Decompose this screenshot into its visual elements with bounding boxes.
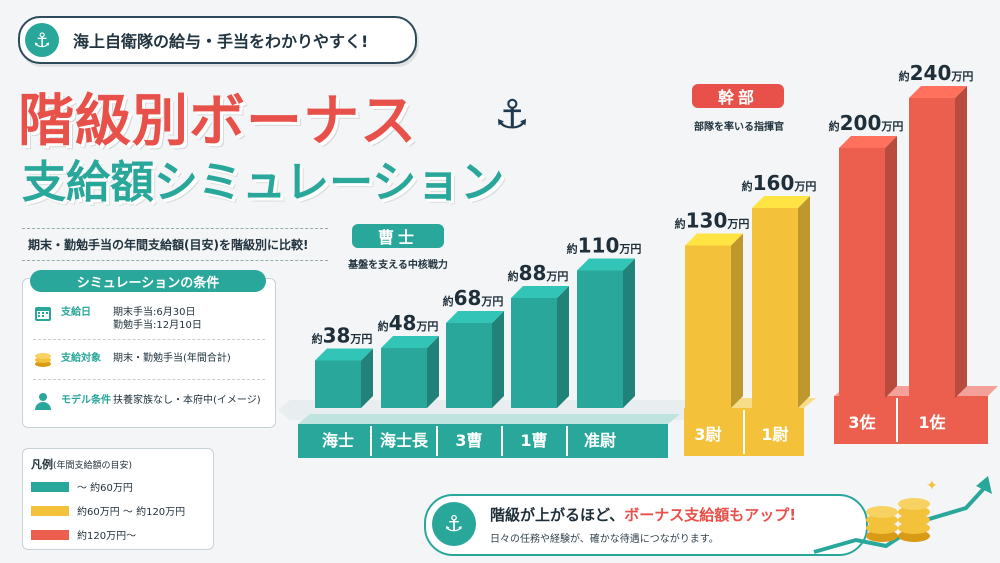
tick-label: 1佐 — [918, 413, 945, 432]
data-label: 約88万円 — [508, 261, 569, 285]
bar-top — [577, 258, 635, 271]
bar-海士 — [315, 360, 361, 408]
condition-value: 期末・勤勉手当(年間合計) — [113, 353, 231, 364]
condition-row-target: 支給対象 期末・勤勉手当(年間合計) — [33, 349, 271, 369]
tagline-pill: ⚓ 海上自衛隊の給与・手当をわかりやすく! — [18, 16, 417, 64]
group-label-enlisted: 曹士 — [352, 224, 444, 248]
bar-side — [955, 86, 967, 398]
data-label: 約200万円 — [829, 111, 904, 135]
svg-text:✦: ✦ — [926, 478, 938, 494]
legend-item: 約60万円 〜 約120万円 — [31, 503, 185, 518]
condition-label: 支給日 — [61, 307, 91, 318]
bar-3尉 — [685, 245, 731, 408]
tick-label: 1尉 — [761, 425, 788, 444]
bar-top — [511, 286, 569, 298]
banner-text-b: ボーナス支給額もアップ! — [624, 506, 797, 524]
legend-item: 〜 約60万円 — [31, 479, 133, 494]
anchor-icon: ⚓ — [25, 23, 59, 57]
page-title-line2: 支給額シミュレーション — [22, 157, 505, 208]
legend-title: 凡例 — [31, 458, 53, 471]
conditions-panel: 支給日 期末手当:6月30日 勤勉手当:12月10日 支給対象 期末・勤勉手当(年… — [22, 278, 276, 428]
condition-label: モデル条件 — [61, 395, 111, 406]
bar-top — [839, 136, 897, 148]
tick-label: 1曹 — [520, 431, 547, 450]
data-label: 約240万円 — [899, 61, 974, 85]
bar-1尉 — [752, 208, 798, 408]
bar-top — [752, 196, 810, 208]
tick-label: 海士 — [322, 431, 354, 450]
bar-side — [361, 348, 373, 408]
tick-label: 3尉 — [694, 425, 721, 444]
legend-note: (年間支給額の目安) — [53, 461, 133, 471]
summary-banner: ⚓ 階級が上がるほど、ボーナス支給額もアップ! 日々の任務や経験が、確かな待遇に… — [424, 494, 868, 556]
platform-field-officer — [834, 396, 988, 444]
condition-row-payday: 支給日 期末手当:6月30日 勤勉手当:12月10日 — [33, 303, 271, 332]
data-label: 約110万円 — [567, 234, 642, 258]
group-label-officer: 幹部 — [692, 84, 784, 108]
group-subtitle-officer: 部隊を率いる指揮官 — [694, 122, 784, 133]
bar-side — [798, 196, 810, 408]
legend: 凡例(年間支給額の目安) 〜 約60万円 約60万円 〜 約120万円 約120… — [22, 448, 214, 550]
bar-3曹 — [446, 323, 492, 408]
platform-enlisted — [298, 424, 668, 458]
banner-text-a: 階級が上がるほど、 — [490, 506, 625, 524]
bar-side — [557, 286, 569, 408]
person-icon — [35, 393, 51, 410]
bar-top — [381, 336, 439, 348]
tick-label: 海士長 — [380, 431, 429, 450]
bar-side — [492, 311, 504, 408]
condition-value: 扶養家族なし・本府中(イメージ) — [113, 395, 261, 406]
data-label: 約68万円 — [443, 286, 504, 310]
anchor-icon: ⚓ — [494, 92, 530, 138]
condition-value: 期末手当:6月30日 — [113, 307, 196, 318]
bar-side — [427, 336, 439, 408]
description: 期末・勤勉手当の年間支給額(目安)を階級別に比較! — [22, 228, 328, 261]
bar-1曹 — [511, 298, 557, 408]
bar-准尉 — [577, 270, 623, 408]
bar-1佐 — [909, 98, 955, 398]
condition-row-model: モデル条件 扶養家族なし・本府中(イメージ) — [33, 391, 271, 411]
data-label: 約130万円 — [675, 209, 750, 233]
bar-海士長 — [381, 348, 427, 408]
bar-top — [685, 233, 743, 246]
tick-label: 3曹 — [455, 431, 482, 450]
coins-growth-icon: ✦ — [813, 476, 992, 554]
bar-side — [623, 258, 635, 408]
bar-side — [885, 136, 897, 398]
condition-label: 支給対象 — [61, 353, 101, 364]
bar-3佐 — [839, 148, 885, 398]
tagline-text: 海上自衛隊の給与・手当をわかりやすく! — [73, 32, 369, 51]
group-subtitle-enlisted: 基盤を支える中核戦力 — [348, 260, 448, 271]
condition-value: 勤勉手当:12月10日 — [113, 320, 202, 331]
calendar-icon — [35, 307, 51, 321]
conditions-heading: シミュレーションの条件 — [30, 270, 266, 292]
bar-top — [909, 86, 967, 98]
banner-subtext: 日々の任務や経験が、確かな待遇につながります。 — [490, 534, 719, 545]
bar-side — [731, 233, 743, 408]
tick-label: 准尉 — [584, 431, 616, 450]
coins-icon — [35, 353, 51, 367]
tick-label: 3佐 — [848, 413, 875, 432]
anchor-icon: ⚓ — [432, 502, 476, 546]
data-label: 約48万円 — [378, 311, 439, 335]
data-label: 約160万円 — [742, 171, 817, 195]
data-label: 約38万円 — [312, 324, 373, 348]
bar-top — [446, 311, 504, 323]
bar-top — [315, 348, 373, 361]
legend-item: 約120万円〜 — [31, 527, 136, 542]
page-title-line1: 階級別ボーナス — [18, 89, 417, 154]
